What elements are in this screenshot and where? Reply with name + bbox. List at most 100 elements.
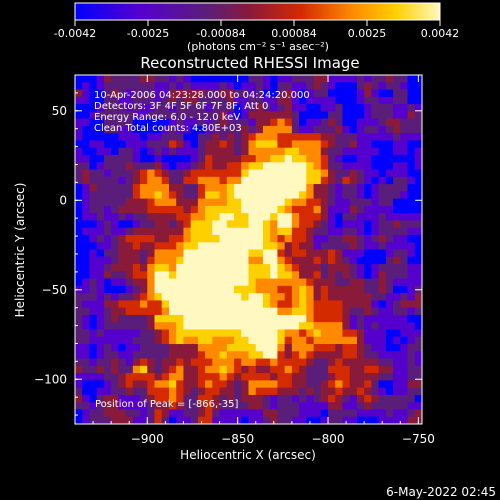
heatmap-cell [313, 140, 322, 149]
heatmap-cell [349, 322, 358, 331]
heatmap-cell [241, 344, 250, 352]
heatmap-cell [197, 242, 206, 251]
heatmap-cell [320, 322, 329, 331]
heatmap-cell [306, 351, 315, 360]
heatmap-cell [262, 89, 271, 98]
heatmap-cell [226, 285, 235, 294]
heatmap-cell [132, 96, 141, 105]
heatmap-cell [414, 104, 422, 112]
heatmap-cell [342, 285, 351, 294]
heatmap-cell [349, 82, 358, 91]
heatmap-cell [241, 242, 250, 251]
heatmap-cell [356, 111, 365, 120]
heatmap-cell [270, 249, 279, 258]
heatmap-cell [197, 322, 206, 331]
heatmap-cell [125, 220, 134, 229]
heatmap-cell [284, 271, 293, 280]
heatmap-cell [400, 242, 409, 251]
heatmap-cell [320, 293, 329, 301]
heatmap-cell [154, 184, 163, 192]
heatmap-cell [414, 89, 422, 98]
heatmap-cell [299, 249, 307, 258]
heatmap-cell [407, 191, 416, 200]
heatmap-cell [226, 344, 235, 352]
heatmap-cell [335, 351, 344, 360]
heatmap-cell [284, 387, 293, 396]
heatmap-cell [118, 125, 127, 134]
heatmap-cell [183, 322, 192, 331]
heatmap-cell [299, 220, 307, 229]
heatmap-cell [356, 104, 365, 112]
heatmap-cell [234, 271, 242, 280]
heatmap-cell [371, 373, 380, 381]
heatmap-cell [161, 140, 170, 149]
heatmap-cell [219, 176, 228, 185]
heatmap-cell [234, 176, 242, 185]
heatmap-cell [241, 234, 250, 243]
heatmap-cell [270, 409, 279, 418]
heatmap-cell [284, 314, 293, 323]
heatmap-cell [335, 198, 344, 207]
heatmap-cell [161, 184, 170, 192]
heatmap-cell [154, 380, 163, 389]
heatmap-cell [96, 176, 105, 185]
heatmap-cell [82, 344, 91, 352]
heatmap-cell [190, 373, 199, 381]
heatmap-cell [248, 220, 257, 229]
heatmap-cell [82, 220, 91, 229]
heatmap-cell [400, 278, 409, 287]
heatmap-cell [75, 220, 83, 229]
heatmap-cell [407, 322, 416, 331]
heatmap-cell [262, 351, 271, 360]
heatmap-cell [284, 213, 293, 222]
heatmap-cell [262, 387, 271, 396]
heatmap-cell [140, 184, 148, 192]
heatmap-cell [342, 249, 351, 258]
heatmap-cell [103, 140, 112, 149]
heatmap-cell [299, 394, 307, 403]
heatmap-cell [320, 351, 329, 360]
heatmap-cell [226, 322, 235, 331]
heatmap-cell [176, 358, 185, 367]
heatmap-cell [277, 416, 286, 424]
heatmap-cell [335, 89, 344, 98]
heatmap-cell [320, 198, 329, 207]
heatmap-cell [262, 358, 271, 367]
heatmap-cell [125, 365, 134, 374]
heatmap-cell [176, 154, 185, 163]
heatmap-cell [364, 256, 372, 265]
heatmap-cell [190, 351, 199, 360]
heatmap-cell [82, 409, 91, 418]
heatmap-cell [328, 82, 336, 91]
heatmap-cell [306, 278, 315, 287]
heatmap-cell [103, 154, 112, 163]
heatmap-cell [147, 147, 156, 156]
heatmap-cell [118, 75, 127, 83]
heatmap-cell [147, 234, 156, 243]
heatmap-cell [212, 249, 221, 258]
heatmap-cell [407, 271, 416, 280]
heatmap-cell [328, 176, 336, 185]
heatmap-cell [241, 300, 250, 309]
heatmap-cell [226, 409, 235, 418]
heatmap-cell [125, 176, 134, 185]
heatmap-cell [234, 125, 242, 134]
heatmap-cell [299, 285, 307, 294]
heatmap-cell [125, 169, 134, 178]
heatmap-cell [82, 380, 91, 389]
heatmap-cell [262, 380, 271, 389]
heatmap-cell [349, 125, 358, 134]
heatmap-cell [407, 264, 416, 272]
annotation-detectors: Detectors: 3F 4F 5F 6F 7F 8F, Att 0 [94, 101, 268, 112]
heatmap-cell [328, 249, 336, 258]
heatmap-cell [371, 198, 380, 207]
heatmap-cell [82, 314, 91, 323]
heatmap-cell [241, 140, 250, 149]
heatmap-cell [241, 96, 250, 105]
heatmap-cell [132, 285, 141, 294]
heatmap-cell [234, 365, 242, 374]
heatmap-cell [393, 358, 401, 367]
heatmap-cell [118, 322, 127, 331]
heatmap-cell [320, 213, 329, 222]
heatmap-cell [349, 111, 358, 120]
